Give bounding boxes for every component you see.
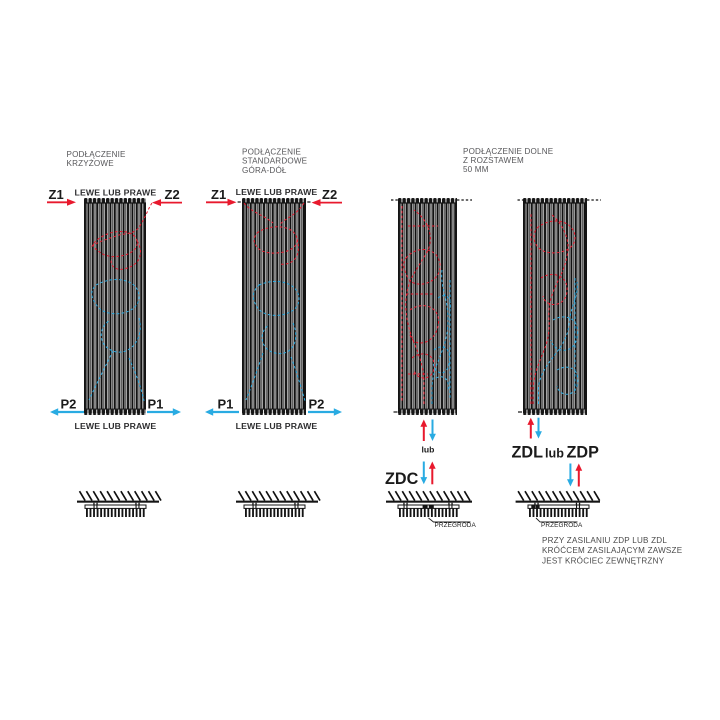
svg-text:ZDL: ZDL	[512, 443, 544, 461]
svg-text:Z ROZSTAWEM: Z ROZSTAWEM	[463, 156, 524, 165]
svg-text:LEWE LUB PRAWE: LEWE LUB PRAWE	[236, 187, 318, 197]
svg-text:PRZEGRODA: PRZEGRODA	[541, 522, 583, 529]
svg-text:P1: P1	[218, 397, 234, 412]
svg-text:PRZY ZASILANIU ZDP LUB ZDL: PRZY ZASILANIU ZDP LUB ZDL	[542, 536, 667, 545]
svg-text:Z2: Z2	[322, 187, 337, 202]
svg-text:50 MM: 50 MM	[463, 165, 489, 174]
svg-text:Z2: Z2	[165, 187, 180, 202]
svg-text:GÓRA-DÓŁ: GÓRA-DÓŁ	[242, 166, 287, 175]
svg-text:JEST KRÓCIEC ZEWNĘTRZNY: JEST KRÓCIEC ZEWNĘTRZNY	[542, 557, 665, 566]
svg-text:KRZYŻOWE: KRZYŻOWE	[67, 159, 115, 168]
svg-text:P1: P1	[148, 397, 164, 412]
svg-text:PODŁĄCZENIE DOLNE: PODŁĄCZENIE DOLNE	[463, 147, 554, 156]
svg-text:PODŁĄCZENIE: PODŁĄCZENIE	[242, 147, 302, 156]
svg-text:PODŁĄCZENIE: PODŁĄCZENIE	[67, 150, 127, 159]
svg-text:ZDC: ZDC	[385, 470, 419, 488]
svg-text:LEWE LUB PRAWE: LEWE LUB PRAWE	[75, 421, 157, 431]
svg-text:lub: lub	[422, 444, 435, 454]
svg-text:Z1: Z1	[211, 187, 226, 202]
svg-text:PRZEGRODA: PRZEGRODA	[435, 522, 477, 529]
svg-text:Z1: Z1	[49, 187, 64, 202]
svg-text:P2: P2	[309, 397, 325, 412]
svg-text:KRÓĆCEM ZASILAJĄCYM ZAWSZE: KRÓĆCEM ZASILAJĄCYM ZAWSZE	[542, 546, 683, 555]
svg-text:LEWE LUB PRAWE: LEWE LUB PRAWE	[236, 421, 318, 431]
svg-text:STANDARDOWE: STANDARDOWE	[242, 157, 308, 166]
svg-text:LEWE LUB PRAWE: LEWE LUB PRAWE	[75, 187, 157, 197]
svg-text:lub: lub	[545, 446, 564, 460]
svg-text:P2: P2	[61, 397, 77, 412]
svg-text:ZDP: ZDP	[567, 443, 600, 461]
